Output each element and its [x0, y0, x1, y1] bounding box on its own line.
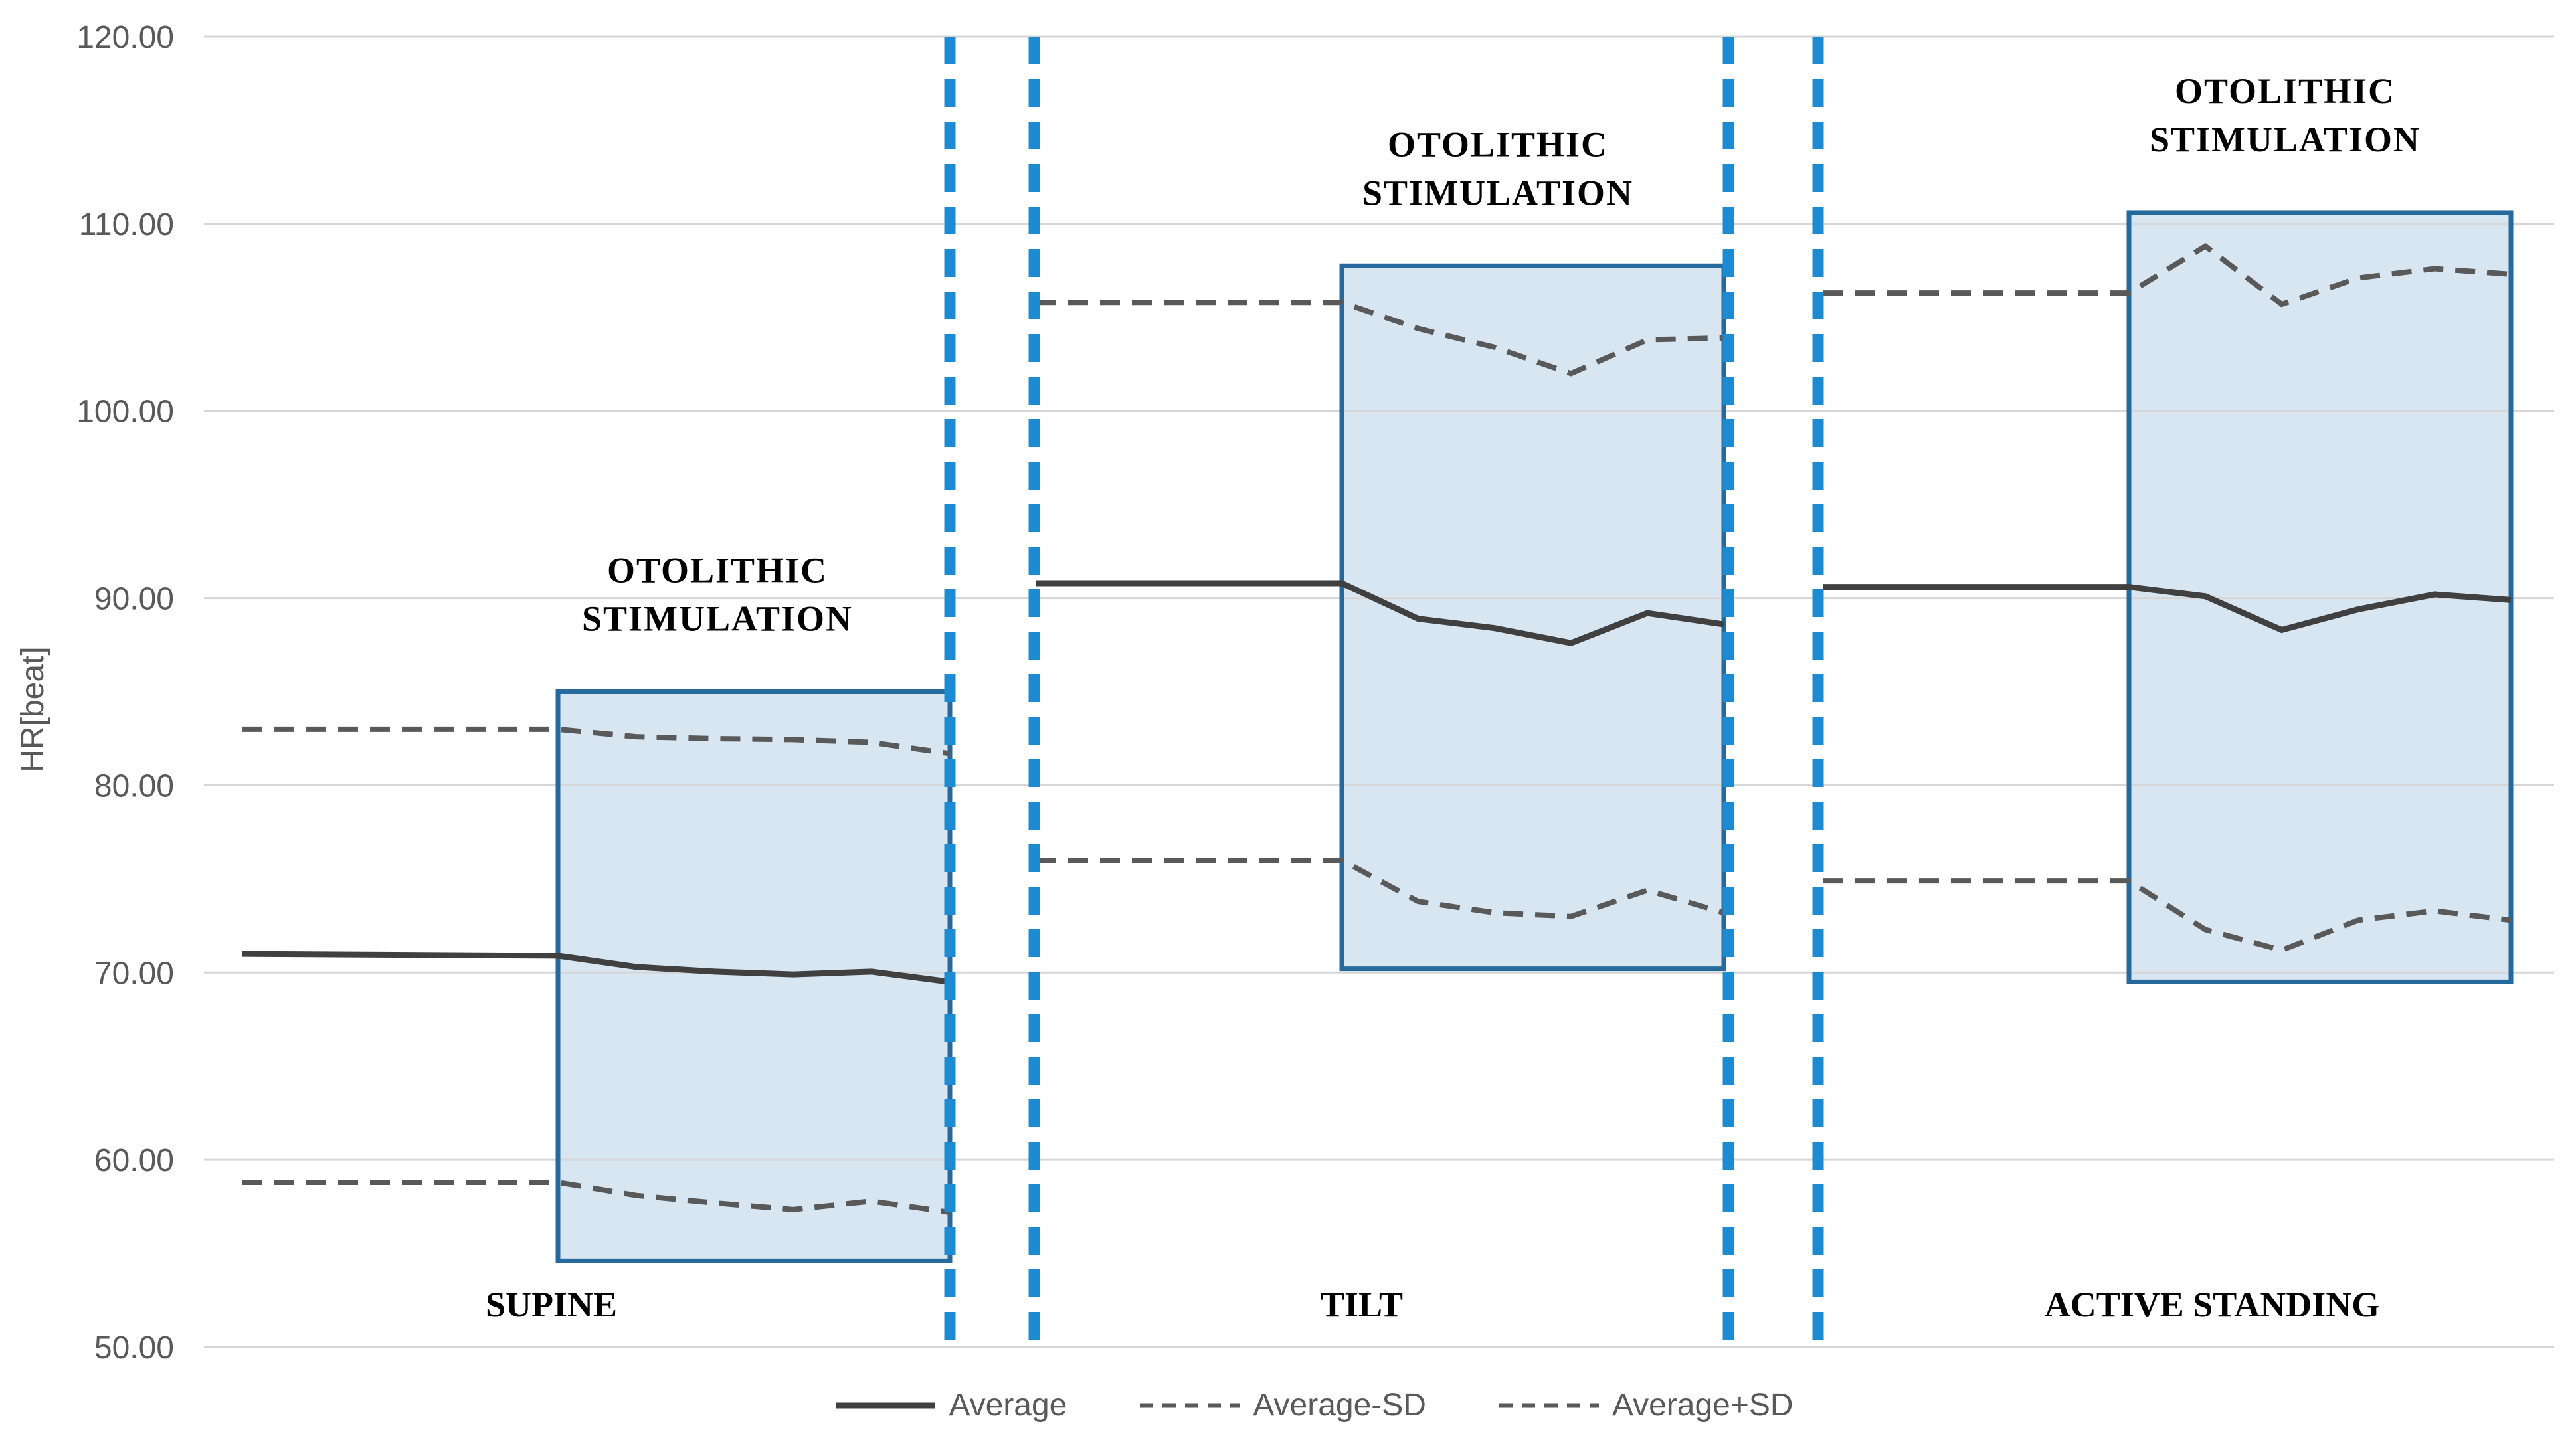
legend-item: Average [836, 1387, 1067, 1423]
legend: Average Average-SD Average+SD [27, 1387, 2576, 1423]
section-label: ACTIVE STANDING [2045, 1285, 2380, 1324]
stimulation-box-border [1339, 263, 1726, 972]
series-average-plus-sd-active-standing [1823, 242, 2512, 308]
y-tick-label: 120.00 [76, 20, 174, 55]
y-tick-label: 90.00 [94, 582, 174, 617]
stimulation-label-line: STIMULATION [1362, 173, 1633, 213]
series-average-minus-sd-tilt [1036, 858, 1725, 919]
y-tick-label: 100.00 [76, 395, 174, 430]
stimulation-label-line: OTOLITHIC [607, 551, 828, 590]
section-label: SUPINE [486, 1285, 617, 1324]
legend-item-label: Average-SD [1253, 1388, 1426, 1423]
legend-item-label: Average [949, 1388, 1067, 1423]
stimulation-label-line: STIMULATION [2150, 120, 2421, 159]
y-tick-label: 80.00 [94, 769, 174, 804]
y-axis-title: HR[beat] [15, 646, 50, 772]
series-average-active-standing [1823, 584, 2512, 634]
stimulation-label-line: STIMULATION [582, 599, 853, 639]
legend-item-label: Average+SD [1611, 1388, 1794, 1423]
y-tick-label: 110.00 [79, 207, 174, 242]
y-tick-label: 50.00 [94, 1330, 174, 1366]
section-label: TILT [1321, 1285, 1403, 1324]
series-average-supine [242, 951, 951, 985]
series-average-plus-sd-tilt [1036, 300, 1724, 377]
legend-solid-line-sample [836, 1402, 936, 1408]
stimulation-label-line: OTOLITHIC [1388, 124, 1608, 164]
legend-item: Average+SD [1499, 1387, 1794, 1423]
legend-dashed-line-sample [1499, 1403, 1599, 1407]
series-average-tilt [1036, 580, 1724, 646]
legend-item: Average-SD [1140, 1387, 1426, 1423]
y-tick-label: 70.00 [94, 956, 174, 991]
legend-dashed-line-sample [1140, 1403, 1240, 1407]
stimulation-label-line: OTOLITHIC [2175, 71, 2395, 111]
series-average-minus-sd-active-standing [1823, 878, 2512, 953]
y-tick-label: 60.00 [94, 1143, 174, 1178]
